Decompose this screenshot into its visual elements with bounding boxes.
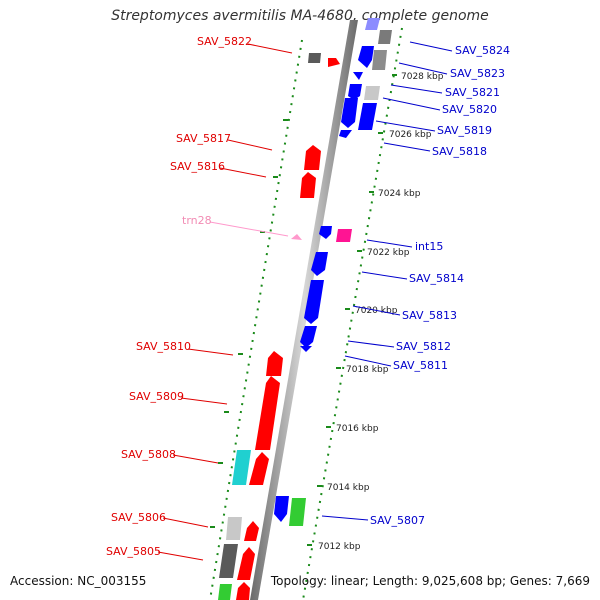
genome-title: Streptomyces avermitilis MA-4680, comple… <box>111 8 489 24</box>
gene-sav5805-dark <box>219 544 238 578</box>
gene-int15-magenta <box>336 229 352 242</box>
kbp-ticks <box>307 74 397 546</box>
gene-sav5807-blue <box>274 496 289 522</box>
label-sav5822: SAV_5822 <box>197 35 252 48</box>
kbp-label-7022: 7022 kbp <box>367 248 410 258</box>
gene-sav5806-red <box>244 521 259 541</box>
label-sav5819: SAV_5819 <box>437 124 492 137</box>
left-track-guide <box>209 39 303 600</box>
label-sav5817: SAV_5817 <box>176 132 231 145</box>
genome-summary-text: Topology: linear; Length: 9,025,608 bp; … <box>270 574 590 588</box>
left-leader-lines <box>157 43 293 561</box>
kbp-label-7026: 7026 kbp <box>389 130 432 140</box>
right-track-guide <box>302 27 403 600</box>
label-sav5810: SAV_5810 <box>136 340 191 353</box>
gene-sav5808-cyan <box>232 450 251 485</box>
gene-sav5824 <box>365 18 380 30</box>
label-sav5824: SAV_5824 <box>455 44 510 57</box>
gene-bottom-red <box>236 582 250 600</box>
accession-text: Accession: NC_003155 <box>10 574 147 588</box>
label-int15: int15 <box>415 240 443 253</box>
kbp-label-7014: 7014 kbp <box>327 483 370 493</box>
forward-genes <box>218 53 340 600</box>
label-sav5808: SAV_5808 <box>121 448 176 461</box>
gene-sav5821 <box>353 72 363 80</box>
label-sav5811: SAV_5811 <box>393 359 448 372</box>
label-sav5823: SAV_5823 <box>450 67 505 80</box>
reverse-genes <box>274 18 392 526</box>
kbp-label-7016: 7016 kbp <box>336 424 379 434</box>
gene-sav5811 <box>300 346 312 352</box>
kbp-label-7020: 7020 kbp <box>355 306 398 316</box>
trna-trn28 <box>291 234 302 240</box>
kbp-label-7024: 7024 kbp <box>378 189 421 199</box>
label-sav5805: SAV_5805 <box>106 545 161 558</box>
gene-sav5817 <box>304 145 321 170</box>
gene-sav5818 <box>339 130 352 138</box>
label-trn28: trn28 <box>182 214 212 227</box>
left-gene-labels: SAV_5822 SAV_5817 SAV_5816 trn28 SAV_581… <box>106 35 252 558</box>
gene-sav5822-red <box>328 58 340 67</box>
label-sav5807: SAV_5807 <box>370 514 425 527</box>
kbp-tick-labels: 7028 kbp 7026 kbp 7024 kbp 7022 kbp 7020… <box>318 72 444 552</box>
gene-sav5812 <box>300 326 317 348</box>
label-sav5818: SAV_5818 <box>432 145 487 158</box>
label-sav5809: SAV_5809 <box>129 390 184 403</box>
gene-sav5823-gray <box>372 50 387 70</box>
label-sav5816: SAV_5816 <box>170 160 225 173</box>
gene-sav5822-gray <box>308 53 321 63</box>
gene-sav5806-gray <box>226 517 242 540</box>
kbp-label-7028: 7028 kbp <box>401 72 444 82</box>
label-sav5820: SAV_5820 <box>442 103 497 116</box>
gene-sav5805-red <box>237 547 255 580</box>
label-sav5814: SAV_5814 <box>409 272 464 285</box>
gene-sav5814 <box>311 252 328 276</box>
label-sav5821: SAV_5821 <box>445 86 500 99</box>
chromosome-axis <box>250 20 358 600</box>
trn28-leader-line <box>209 221 289 237</box>
gene-sav5808-red <box>249 452 269 485</box>
gene-sav5810 <box>266 351 283 376</box>
label-sav5806: SAV_5806 <box>111 511 166 524</box>
left-track-dashes <box>210 119 288 528</box>
kbp-label-7018: 7018 kbp <box>346 365 389 375</box>
gene-int15-blue <box>319 226 332 239</box>
label-sav5813: SAV_5813 <box>402 309 457 322</box>
gene-sav5816 <box>300 172 316 198</box>
gene-sav5823-blue <box>358 46 374 68</box>
right-gene-labels: SAV_5824 SAV_5823 SAV_5821 SAV_5820 SAV_… <box>370 44 510 527</box>
label-sav5812: SAV_5812 <box>396 340 451 353</box>
gene-sav5813 <box>304 280 324 324</box>
gene-sav5824-gray <box>378 30 392 44</box>
gene-sav5807-green <box>289 498 306 526</box>
gene-sav5820-gray <box>364 86 380 100</box>
gene-sav5809 <box>255 376 280 450</box>
gene-sav5820-blue <box>348 84 362 100</box>
gene-bottom-green <box>218 584 232 600</box>
gene-sav5819-blue2 <box>358 103 377 130</box>
right-leader-lines <box>321 41 453 521</box>
kbp-label-7012: 7012 kbp <box>318 542 361 552</box>
gene-sav5819-blue <box>341 98 358 128</box>
